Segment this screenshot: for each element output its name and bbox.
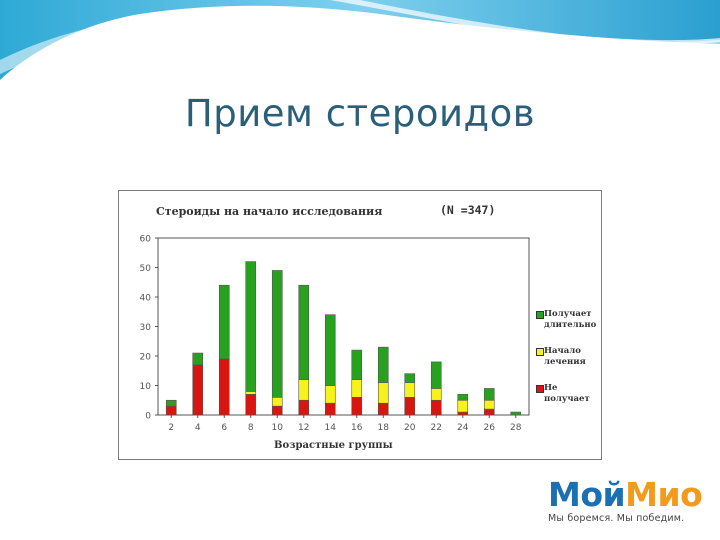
legend-swatch-long (536, 311, 544, 319)
x-tick-label: 16 (351, 423, 363, 433)
y-tick-label: 60 (140, 235, 152, 245)
slide-title: Прием стероидов (184, 92, 536, 135)
bar-segment-none (430, 399, 442, 416)
logo-part-2: Мио (625, 475, 703, 514)
legend-swatch-start (536, 348, 544, 356)
x-tick-label: 6 (221, 423, 227, 433)
x-tick-label: 28 (510, 423, 522, 433)
y-tick-label: 30 (140, 323, 152, 333)
bar-segment-long (483, 388, 495, 401)
y-tick-label: 20 (140, 353, 152, 363)
bar-segment-long (430, 361, 442, 389)
legend-item-none: Не получает (536, 383, 602, 405)
header-wave-decoration (0, 0, 720, 80)
bar-segment-none (483, 408, 495, 416)
logo-wordmark: МойМио (548, 478, 708, 512)
bar-segment-none (377, 402, 389, 416)
bar-segment-none (192, 364, 204, 416)
chart-x-axis-label: Возрастные группы (274, 440, 393, 451)
chart-title: Стероиды на начало исследования (156, 205, 383, 218)
bar-segment-none (457, 411, 469, 416)
bar-segment-long (165, 399, 177, 407)
bar-segment-start (457, 399, 469, 413)
y-tick-label: 10 (140, 382, 152, 392)
bar-segment-none (165, 405, 177, 416)
bar-segment-none (245, 394, 257, 416)
x-tick-label: 12 (298, 423, 309, 433)
brand-logo: МойМио Мы боремся. Мы победим. (548, 478, 708, 525)
x-tick-label: 14 (325, 423, 337, 433)
y-tick-label: 0 (145, 412, 151, 422)
x-tick-label: 22 (431, 423, 442, 433)
legend-label-none: Не получает (544, 383, 590, 404)
legend-label-start: Начало лечения (544, 346, 586, 367)
legend-item-start: Начало лечения (536, 346, 602, 368)
x-tick-label: 26 (484, 423, 496, 433)
chart-legend: Получает длительно Начало лечения Не пол… (536, 309, 602, 420)
y-tick-label: 40 (140, 294, 152, 304)
bar-segment-long (271, 270, 283, 398)
bar-segment-start (298, 379, 310, 401)
bar-segment-long (377, 346, 389, 383)
legend-item-long: Получает длительно (536, 309, 602, 331)
bar-segment-start (377, 382, 389, 404)
bar-segment-long (192, 352, 204, 366)
bar-segment-long (218, 284, 230, 360)
bar-segment-none (298, 399, 310, 416)
bar-segment-start (351, 379, 363, 398)
bar-segment-start (404, 382, 416, 398)
bar-segment-none (324, 402, 336, 416)
x-tick-label: 8 (248, 423, 254, 433)
logo-tagline: Мы боремся. Мы победим. (548, 513, 685, 524)
bar-segment-none (271, 405, 283, 416)
x-tick-label: 2 (168, 423, 174, 433)
logo-part-1: Мой (548, 475, 626, 514)
bar-segment-long (404, 373, 416, 383)
bar-segment-start (245, 391, 257, 395)
bar-segment-long (351, 349, 363, 380)
plot-area-frame (157, 237, 530, 416)
bar-segment-long (457, 394, 469, 401)
legend-label-long: Получает длительно (544, 309, 597, 330)
legend-swatch-none (536, 385, 544, 393)
bar-segment-long (298, 284, 310, 380)
bar-segment-long (324, 314, 336, 386)
x-tick-label: 4 (195, 423, 201, 433)
bar-segment-none (404, 397, 416, 416)
chart-sample-size: (N =347) (440, 203, 496, 217)
bar-segment-none (351, 397, 363, 416)
bar-segment-start (430, 388, 442, 401)
x-tick-label: 24 (457, 423, 469, 433)
chart-container: Стероиды на начало исследования (N =347)… (118, 190, 602, 460)
x-tick-label: 20 (404, 423, 416, 433)
x-tick-label: 10 (272, 423, 284, 433)
bar-segment-start (483, 399, 495, 410)
x-tick-label: 18 (378, 423, 390, 433)
bar-segment-long (510, 411, 522, 416)
bar-segment-long (245, 261, 257, 392)
bar-segment-start (324, 385, 336, 404)
bar-segment-start (271, 397, 283, 407)
bar-segment-none (218, 358, 230, 416)
y-tick-label: 50 (140, 264, 152, 274)
